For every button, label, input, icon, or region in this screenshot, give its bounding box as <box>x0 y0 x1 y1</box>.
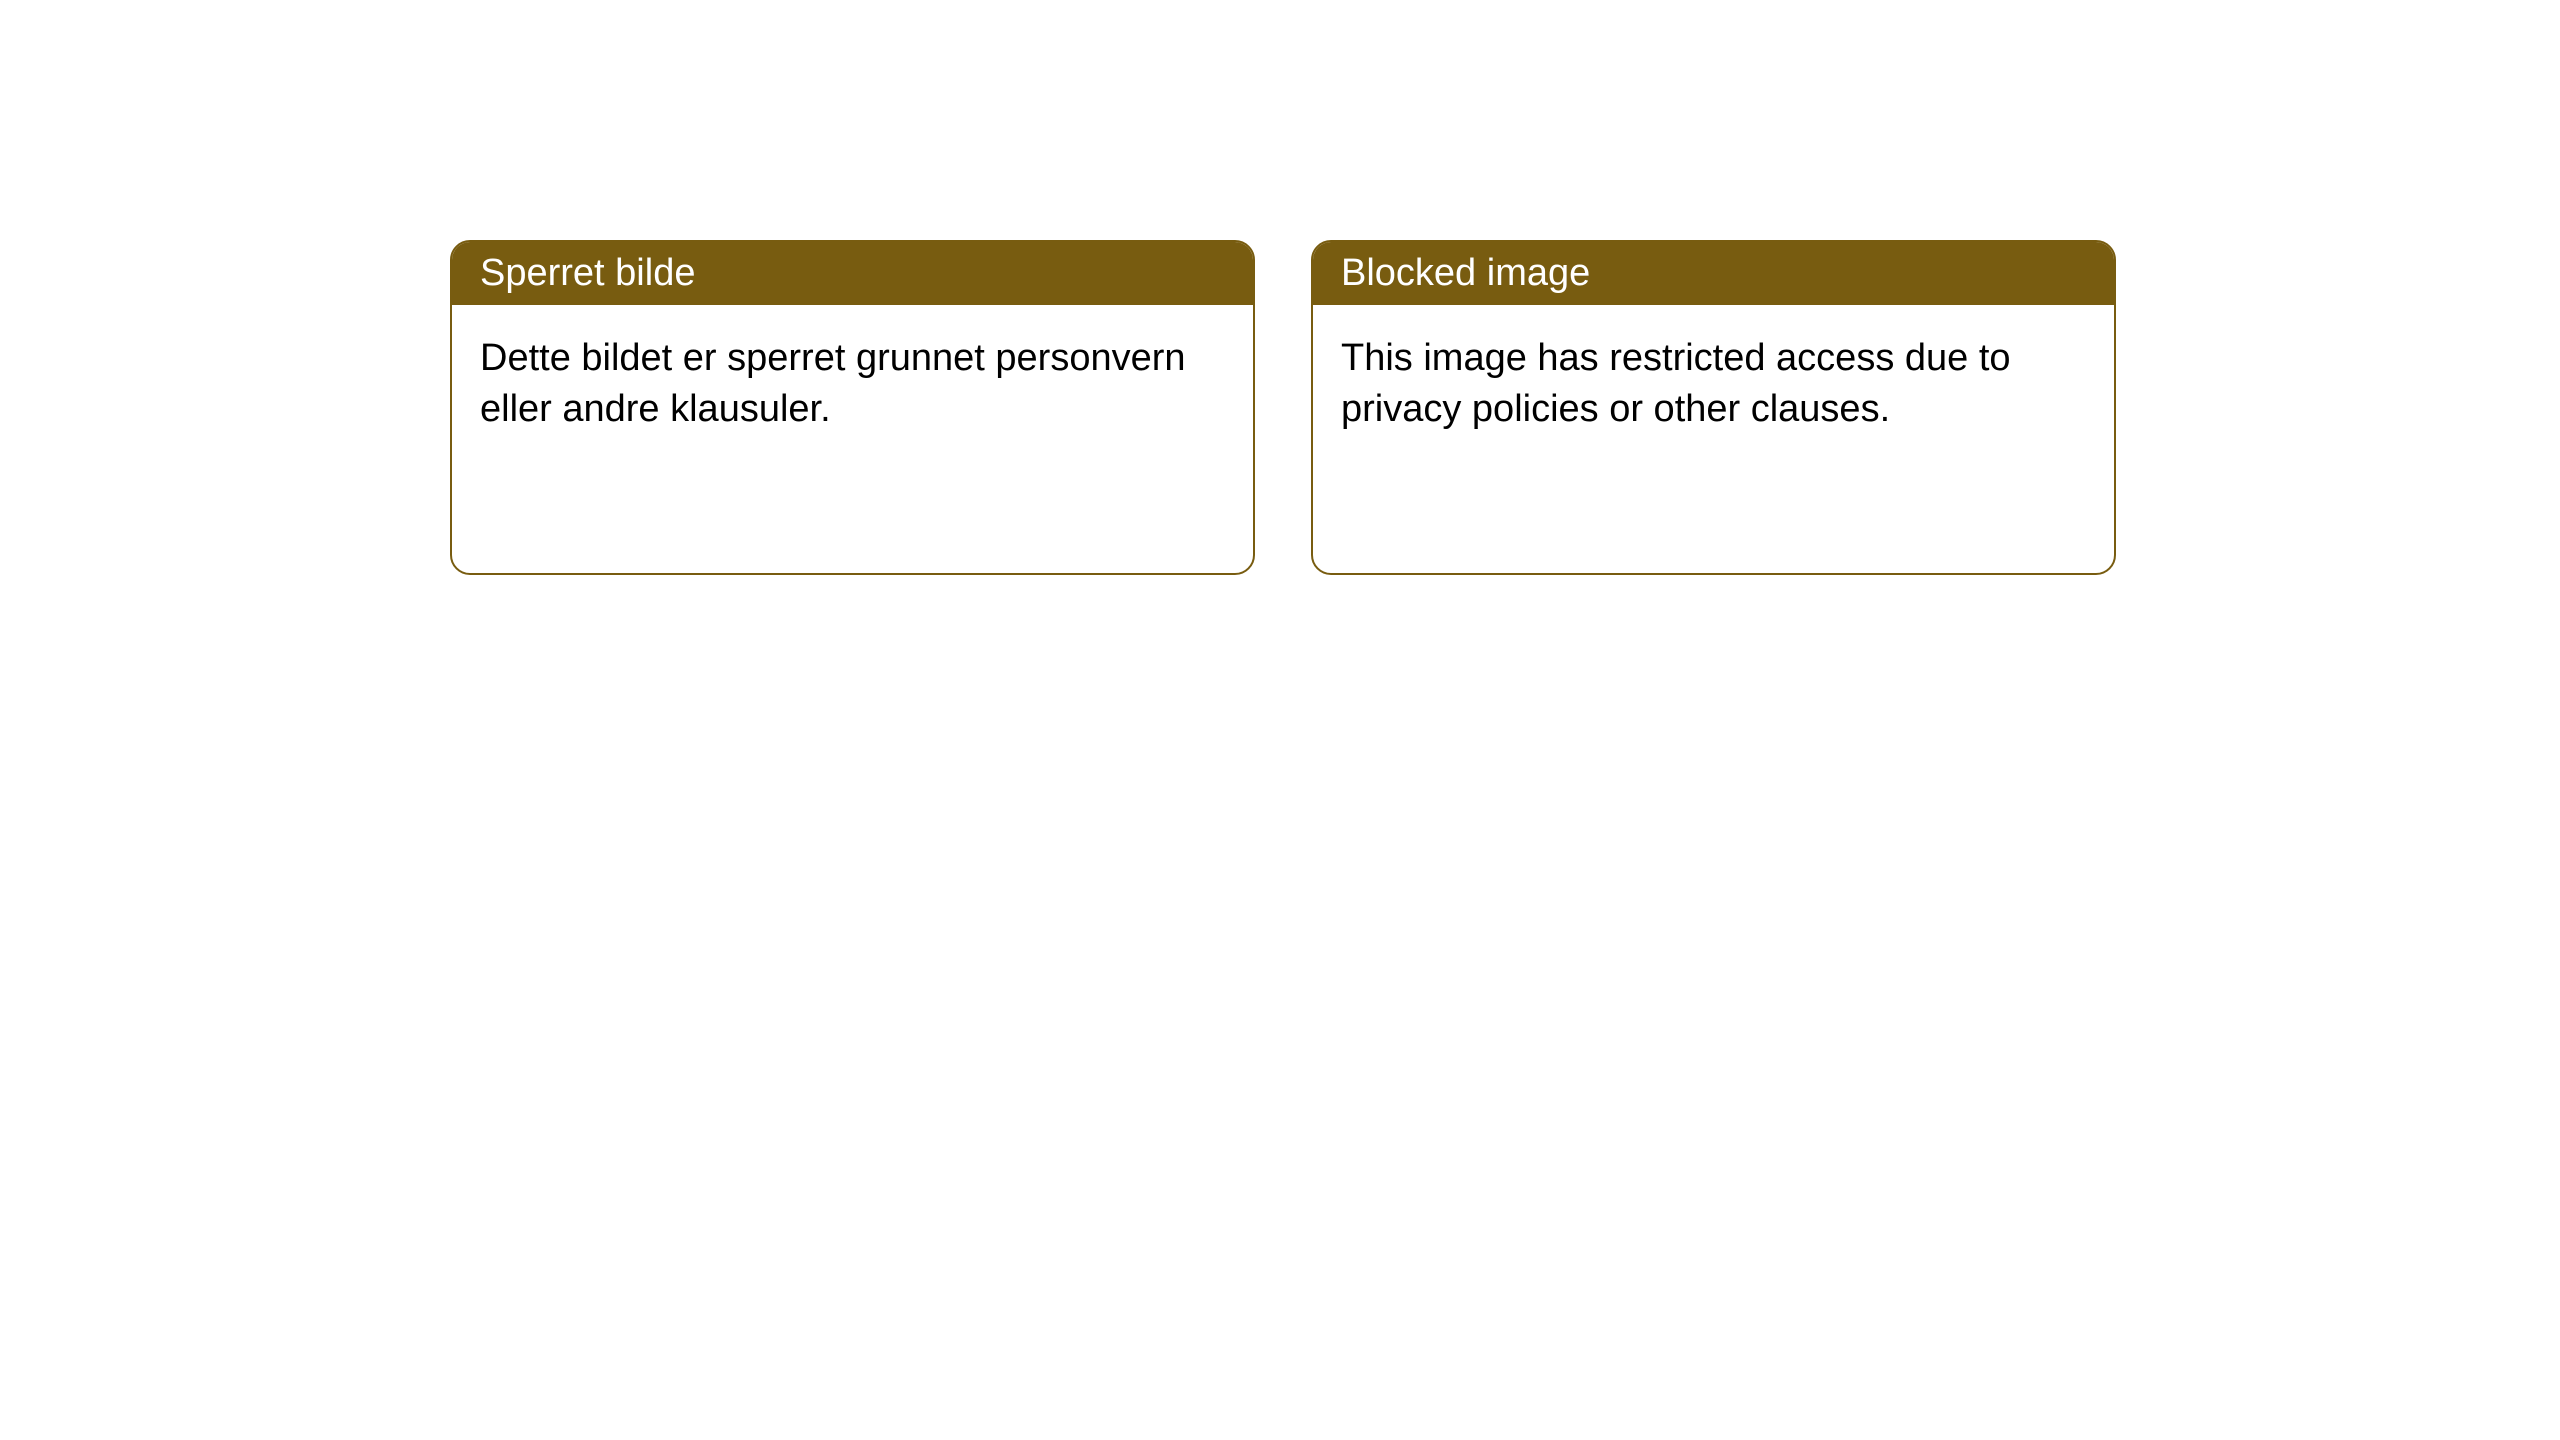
notice-box-norwegian: Sperret bilde Dette bildet er sperret gr… <box>450 240 1255 575</box>
notice-container: Sperret bilde Dette bildet er sperret gr… <box>0 0 2560 575</box>
notice-body-english: This image has restricted access due to … <box>1313 305 2114 464</box>
notice-box-english: Blocked image This image has restricted … <box>1311 240 2116 575</box>
notice-body-norwegian: Dette bildet er sperret grunnet personve… <box>452 305 1253 464</box>
notice-header-english: Blocked image <box>1313 242 2114 305</box>
notice-title-norwegian: Sperret bilde <box>480 252 695 294</box>
notice-text-norwegian: Dette bildet er sperret grunnet personve… <box>480 337 1186 430</box>
notice-header-norwegian: Sperret bilde <box>452 242 1253 305</box>
notice-text-english: This image has restricted access due to … <box>1341 337 2011 430</box>
notice-title-english: Blocked image <box>1341 252 1590 294</box>
